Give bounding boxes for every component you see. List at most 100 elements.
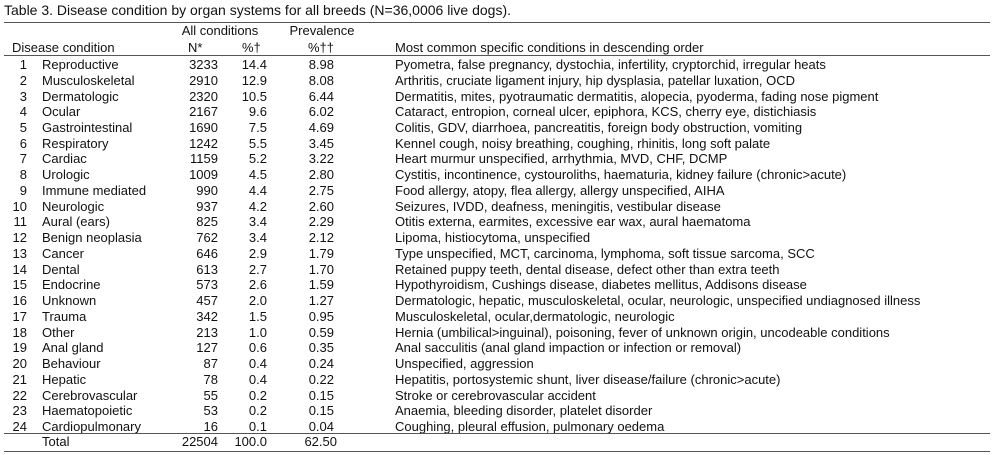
count-n: 457 [196, 293, 218, 309]
total-rule [4, 433, 990, 434]
row-number: 9 [19, 182, 27, 198]
percent: 1.0 [248, 324, 267, 340]
condition-name: Aural (ears) [42, 214, 110, 230]
condition-name: Neurologic [42, 198, 105, 214]
condition-name: Cerebrovascular [42, 387, 138, 403]
percent: 2.9 [248, 245, 267, 261]
percent: 0.4 [248, 356, 267, 372]
prevalence: 0.22 [308, 371, 334, 387]
common-conditions: Hernia (umbilical>inguinal), poisoning, … [395, 324, 890, 340]
header-description: Most common specific conditions in desce… [395, 40, 704, 55]
total-n: 22504 [181, 434, 218, 449]
prevalence: 1.59 [308, 277, 334, 293]
row-number: 2 [19, 72, 27, 88]
percent: 0.4 [248, 371, 267, 387]
count-n: 16 [203, 419, 218, 434]
count-n: 213 [196, 324, 218, 340]
common-conditions: Stroke or cerebrovascular accident [395, 387, 596, 403]
common-conditions: Hepatitis, portosystemic shunt, liver di… [395, 371, 781, 387]
row-number: 21 [12, 371, 27, 387]
common-conditions: Dermatitis, mites, pyotraumatic dermatit… [395, 88, 879, 104]
percent: 0.6 [248, 340, 267, 356]
percent: 5.2 [248, 151, 267, 167]
condition-name: Cardiac [42, 151, 87, 167]
header-n: N* [188, 40, 203, 55]
prevalence: 0.15 [308, 403, 334, 419]
row-number: 10 [12, 198, 27, 214]
count-n: 3233 [189, 57, 218, 72]
count-n: 342 [196, 308, 218, 324]
prevalence: 2.12 [308, 230, 334, 246]
row-number: 4 [19, 104, 27, 120]
condition-name: Reproductive [42, 57, 119, 72]
percent: 4.2 [248, 198, 267, 214]
count-n: 127 [196, 340, 218, 356]
prevalence: 2.60 [308, 198, 334, 214]
common-conditions: Kennel cough, noisy breathing, coughing,… [395, 135, 771, 151]
prevalence: 0.24 [308, 356, 334, 372]
common-conditions: Arthritis, cruciate ligament injury, hip… [395, 72, 796, 88]
percent: 4.5 [248, 167, 267, 183]
row-number: 3 [19, 88, 27, 104]
row-number: 6 [19, 135, 27, 151]
condition-name: Hepatic [42, 371, 87, 387]
condition-name: Musculoskeletal [42, 72, 135, 88]
row-number: 1 [19, 57, 27, 72]
condition-name: Dermatologic [42, 88, 119, 104]
count-n: 53 [203, 403, 218, 419]
condition-name: Endocrine [42, 277, 101, 293]
common-conditions: Otitis externa, earmites, excessive ear … [395, 214, 751, 230]
prevalence: 1.70 [308, 261, 334, 277]
header-rule [4, 55, 990, 56]
prevalence: 0.59 [308, 324, 334, 340]
common-conditions: Anaemia, bleeding disorder, platelet dis… [395, 403, 653, 419]
percent: 0.1 [248, 419, 267, 434]
prevalence: 8.98 [308, 57, 334, 72]
common-conditions: Anal sacculitis (anal gland impaction or… [395, 340, 742, 356]
count-n: 78 [203, 371, 218, 387]
condition-name: Anal gland [42, 340, 104, 356]
row-number: 20 [12, 356, 27, 372]
condition-name: Ocular [42, 104, 81, 120]
condition-name: Unknown [42, 293, 97, 309]
common-conditions: Pyometra, false pregnancy, dystochia, in… [395, 57, 826, 72]
percent: 2.0 [248, 293, 267, 309]
prevalence: 2.80 [308, 167, 334, 183]
count-n: 1242 [189, 135, 218, 151]
percent: 14.4 [241, 57, 267, 72]
row-number: 16 [12, 293, 27, 309]
header-disease-condition: Disease condition [12, 40, 115, 55]
count-n: 990 [196, 182, 218, 198]
header-pct: %† [242, 40, 261, 55]
count-n: 2167 [189, 104, 218, 120]
row-number: 8 [19, 167, 27, 183]
common-conditions: Hypothyroidism, Cushings disease, diabet… [395, 277, 807, 293]
count-n: 937 [196, 198, 218, 214]
row-number: 18 [12, 324, 27, 340]
percent: 3.4 [248, 214, 267, 230]
row-number: 11 [13, 214, 28, 230]
percent: 0.2 [248, 403, 267, 419]
prevalence: 8.08 [308, 72, 334, 88]
common-conditions: Unspecified, aggression [395, 356, 534, 372]
bottom-rule [4, 451, 990, 452]
table-title: Table 3. Disease condition by organ syst… [4, 2, 511, 18]
total-pct: 100.0 [234, 434, 267, 449]
count-n: 825 [196, 214, 218, 230]
row-number: 5 [19, 120, 27, 135]
condition-name: Other [42, 324, 75, 340]
prevalence: 3.22 [308, 151, 334, 167]
count-n: 87 [203, 356, 218, 372]
common-conditions: Cystitis, incontinence, cystouroliths, h… [395, 167, 847, 183]
condition-name: Benign neoplasia [42, 230, 142, 246]
prevalence: 0.15 [308, 387, 334, 403]
percent: 4.4 [248, 182, 267, 198]
condition-name: Trauma [42, 308, 87, 324]
count-n: 1159 [190, 151, 218, 167]
percent: 1.5 [248, 308, 267, 324]
common-conditions: Food allergy, atopy, flea allergy, aller… [395, 182, 725, 198]
percent: 3.4 [248, 230, 267, 246]
condition-name: Gastrointestinal [42, 120, 133, 135]
common-conditions: Musculoskeletal, ocular,dermatologic, ne… [395, 308, 675, 324]
count-n: 646 [196, 245, 218, 261]
